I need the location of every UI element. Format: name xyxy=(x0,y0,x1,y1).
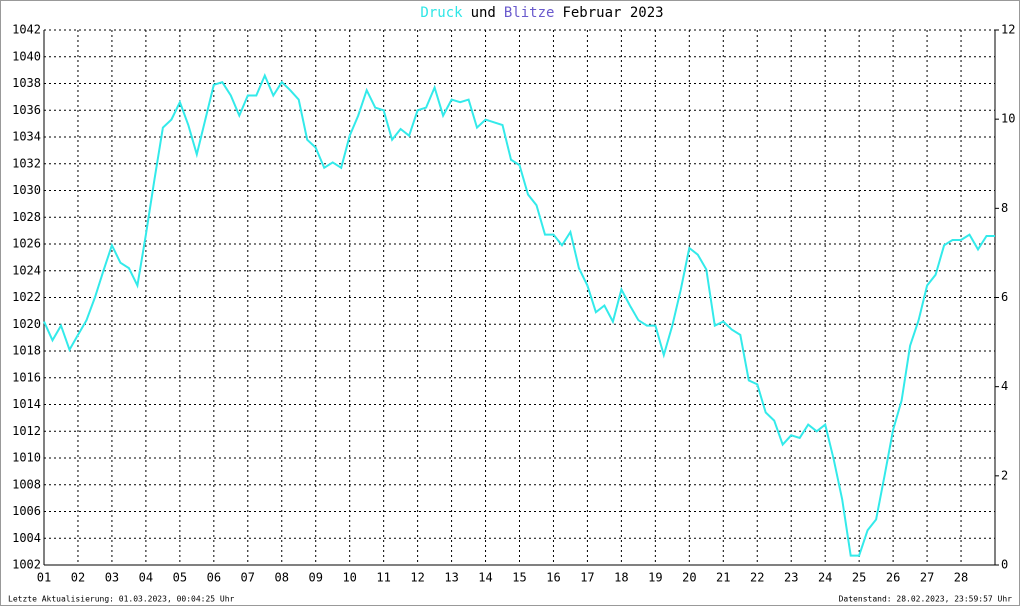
footer-right: Datenstand: 28.02.2023, 23:59:57 Uhr xyxy=(839,595,1013,604)
x-tick-label: 24 xyxy=(818,571,832,585)
y-tick-label: 1034 xyxy=(12,130,41,144)
title-part: Blitze xyxy=(504,5,555,21)
x-tick-label: 27 xyxy=(920,571,934,585)
y-tick-label: 1004 xyxy=(12,531,41,545)
x-tick-label: 13 xyxy=(444,571,458,585)
x-tick-label: 16 xyxy=(546,571,560,585)
y2-tick-label: 12 xyxy=(1001,23,1015,37)
x-tick-label: 26 xyxy=(886,571,900,585)
y2-tick-label: 8 xyxy=(1001,201,1008,215)
x-tick-label: 21 xyxy=(716,571,730,585)
chart-title: Druck und Blitze Februar 2023 xyxy=(420,5,663,21)
x-tick-label: 09 xyxy=(308,571,322,585)
y-tick-label: 1006 xyxy=(12,504,41,518)
y-tick-label: 1018 xyxy=(12,344,41,358)
y-tick-label: 1014 xyxy=(12,397,41,411)
y-tick-label: 1024 xyxy=(12,263,41,277)
x-tick-label: 04 xyxy=(139,571,153,585)
x-tick-label: 14 xyxy=(478,571,492,585)
title-part: und xyxy=(471,5,496,21)
y-tick-label: 1028 xyxy=(12,210,41,224)
y-tick-label: 1042 xyxy=(12,23,41,37)
x-tick-label: 01 xyxy=(37,571,51,585)
y-tick-label: 1038 xyxy=(12,76,41,90)
y-tick-label: 1020 xyxy=(12,317,41,331)
y-tick-label: 1022 xyxy=(12,290,41,304)
x-tick-label: 12 xyxy=(410,571,424,585)
y-tick-label: 1012 xyxy=(12,424,41,438)
x-tick-label: 18 xyxy=(614,571,628,585)
data-line xyxy=(43,72,995,557)
y-tick-label: 1010 xyxy=(12,451,41,465)
y-tick-label: 1030 xyxy=(12,183,41,197)
y2-tick-label: 10 xyxy=(1001,112,1015,126)
footer-left: Letzte Aktualisierung: 01.03.2023, 00:04… xyxy=(8,595,235,604)
y-tick-label: 1008 xyxy=(12,477,41,491)
y-tick-label: 1040 xyxy=(12,49,41,63)
x-tick-label: 08 xyxy=(275,571,289,585)
x-tick-label: 25 xyxy=(852,571,866,585)
x-tick-label: 22 xyxy=(750,571,764,585)
y-tick-label: 1026 xyxy=(12,237,41,251)
x-tick-label: 20 xyxy=(682,571,696,585)
y2-tick-label: 4 xyxy=(1001,379,1008,393)
y-tick-label: 1032 xyxy=(12,156,41,170)
x-tick-label: 11 xyxy=(376,571,390,585)
y2-tick-label: 2 xyxy=(1001,468,1008,482)
x-tick-label: 06 xyxy=(207,571,221,585)
x-tick-label: 17 xyxy=(580,571,594,585)
x-tick-label: 02 xyxy=(71,571,85,585)
x-tick-label: 10 xyxy=(342,571,356,585)
x-tick-label: 23 xyxy=(784,571,798,585)
x-tick-label: 28 xyxy=(954,571,968,585)
title-part: Februar 2023 xyxy=(562,5,663,21)
x-tick-label: 15 xyxy=(512,571,526,585)
y-tick-label: 1002 xyxy=(12,558,41,572)
x-tick-label: 05 xyxy=(173,571,187,585)
x-tick-label: 07 xyxy=(241,571,255,585)
y2-tick-label: 6 xyxy=(1001,290,1008,304)
y-tick-label: 1016 xyxy=(12,370,41,384)
x-tick-label: 19 xyxy=(648,571,662,585)
y2-tick-label: 0 xyxy=(1001,558,1008,572)
title-part: Druck xyxy=(420,5,463,21)
y-tick-label: 1036 xyxy=(12,103,41,117)
x-tick-label: 03 xyxy=(105,571,119,585)
